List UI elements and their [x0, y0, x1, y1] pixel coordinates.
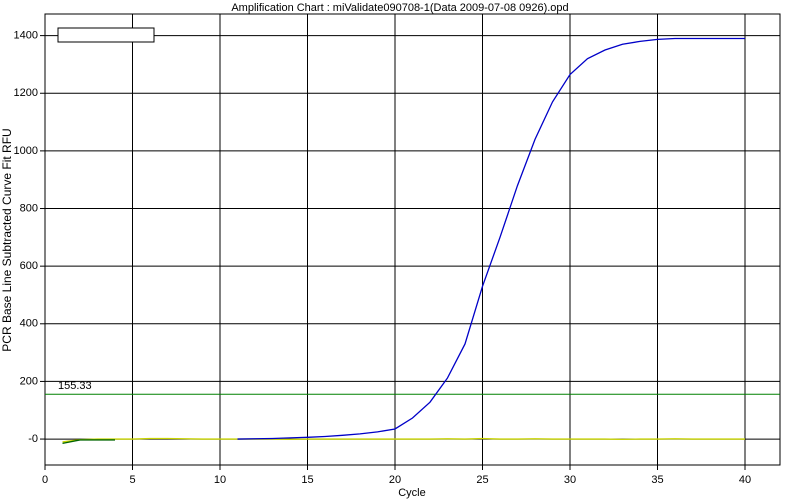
x-tick-label: 30 — [564, 474, 576, 486]
y-tick-label: -0 — [28, 433, 38, 445]
x-tick-label: 35 — [651, 474, 663, 486]
x-tick-label: 15 — [301, 474, 313, 486]
threshold-label: 155.33 — [58, 380, 92, 392]
y-tick-label: 1200 — [14, 87, 38, 99]
y-tick-label: 200 — [20, 375, 38, 387]
plot-frame — [44, 13, 781, 466]
y-tick-label: 600 — [20, 260, 38, 272]
x-tick-label: 10 — [214, 474, 226, 486]
data-line — [62, 439, 115, 445]
y-tick-label: 800 — [20, 202, 38, 214]
data-line — [237, 37, 745, 440]
legend-box — [57, 27, 155, 43]
x-axis-label: Cycle — [398, 487, 426, 499]
y-axis-label: PCR Base Line Subtracted Curve Fit RFU — [0, 128, 14, 351]
y-tick-label: 400 — [20, 318, 38, 330]
x-tick-label: 25 — [476, 474, 488, 486]
x-tick-label: 0 — [42, 474, 48, 486]
data-line — [62, 437, 745, 443]
x-tick-label: 20 — [389, 474, 401, 486]
y-tick-label: 1000 — [14, 145, 38, 157]
x-tick-label: 5 — [129, 474, 135, 486]
y-tick-label: 1400 — [14, 30, 38, 42]
x-tick-label: 40 — [739, 474, 751, 486]
chart-title: Amplification Chart : miValidate090708-1… — [231, 2, 568, 14]
